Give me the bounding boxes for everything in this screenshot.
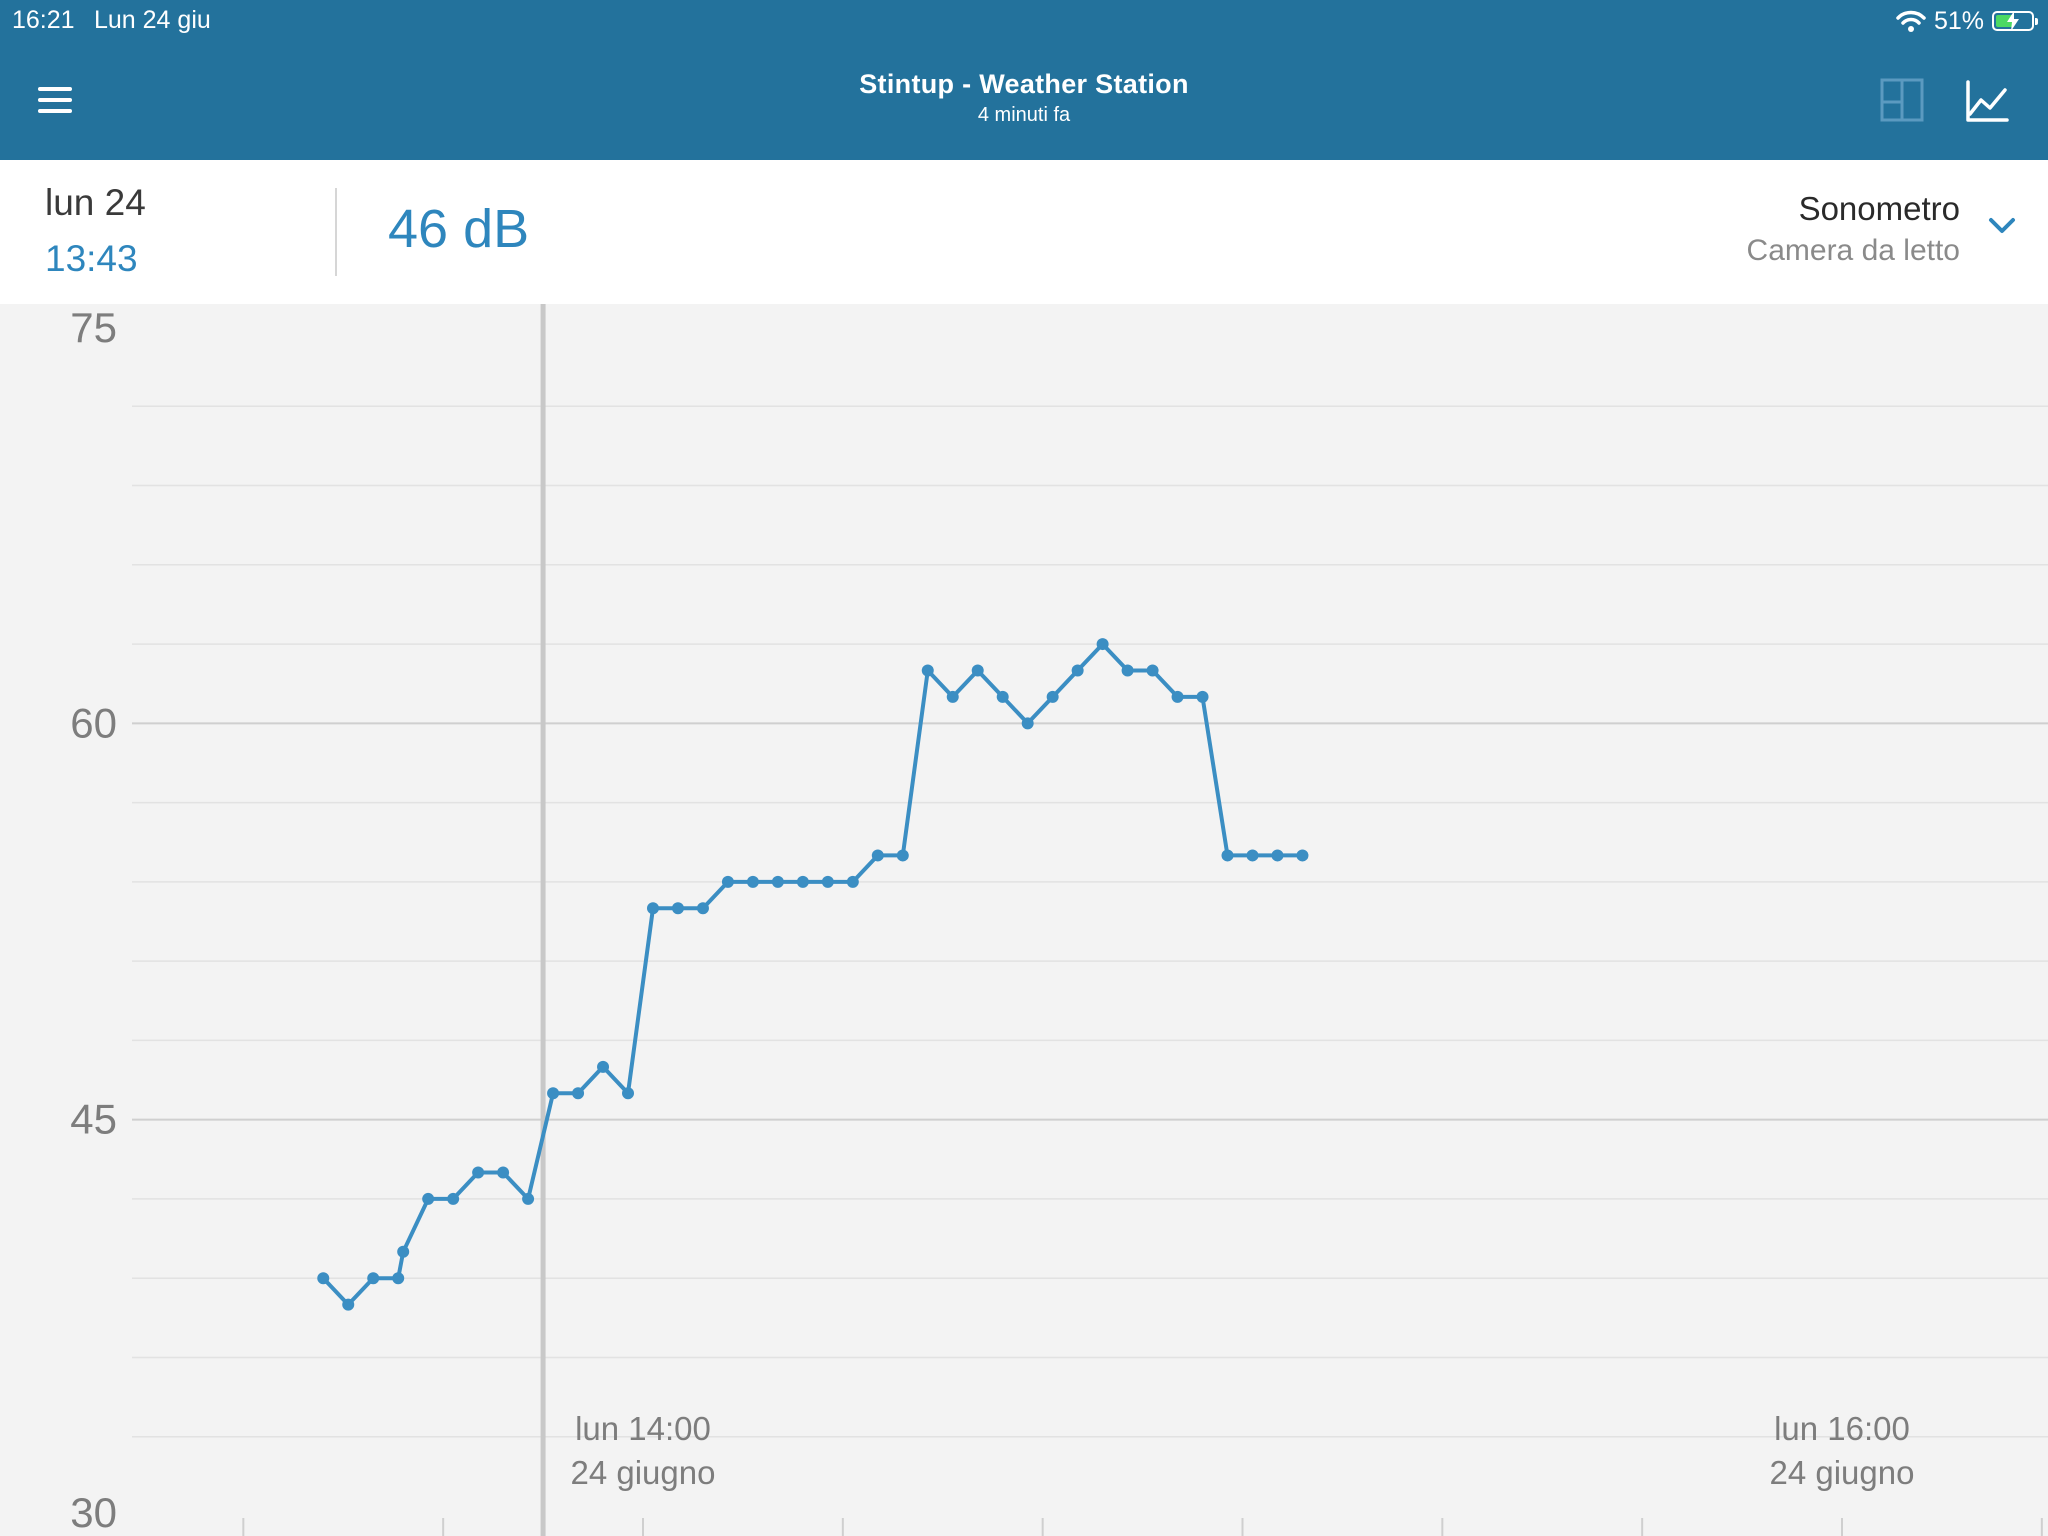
data-point[interactable] [1296, 849, 1309, 862]
sensor-room: Camera da letto [1746, 234, 1960, 267]
reading-time: 13:43 [45, 238, 138, 279]
data-point[interactable] [1196, 690, 1209, 703]
data-point[interactable] [846, 875, 859, 888]
data-point[interactable] [1046, 690, 1059, 703]
chevron-down-icon [1989, 218, 2015, 233]
battery-cap [2035, 18, 2038, 25]
hamburger-menu-icon-line [38, 98, 72, 102]
data-point[interactable] [646, 902, 659, 915]
divider [335, 188, 337, 276]
data-point[interactable] [1221, 849, 1234, 862]
series-line [321, 642, 1305, 1307]
sound-level-chart[interactable]: 30 45 60 75 lun 14:00 24 giugno lun 16:00 24 g… [0, 304, 2048, 1536]
data-point[interactable] [1121, 664, 1134, 677]
data-point[interactable] [342, 1298, 355, 1311]
chart-points [317, 638, 1309, 1311]
data-point[interactable] [1171, 690, 1184, 703]
data-point[interactable] [1021, 717, 1034, 730]
x-tick-label-time: lun 16:00 [1774, 1410, 1910, 1447]
data-point[interactable] [896, 849, 909, 862]
data-point[interactable] [317, 1272, 330, 1285]
page-title: Stintup - Weather Station [859, 69, 1189, 99]
data-point[interactable] [871, 849, 884, 862]
layout-panels-icon[interactable] [1878, 76, 1926, 124]
data-point[interactable] [796, 875, 809, 888]
line-chart-icon[interactable] [1964, 78, 2010, 124]
reading-header: lun 24 13:43 46 dB Sonometro Camera da l… [0, 160, 2048, 304]
data-point[interactable] [622, 1087, 635, 1100]
sensor-selector[interactable]: Sonometro Camera da letto [1634, 190, 2034, 274]
x-axis-ticks [242, 1518, 2043, 1536]
data-point[interactable] [367, 1272, 380, 1285]
chart-gridlines [132, 405, 2048, 1438]
chart-series [321, 642, 1305, 1307]
battery-level [1996, 15, 2013, 27]
data-point[interactable] [721, 875, 734, 888]
data-point[interactable] [1146, 664, 1159, 677]
charging-bolt-icon [2007, 11, 2019, 31]
hamburger-menu-icon-line [38, 109, 72, 113]
data-point[interactable] [422, 1192, 435, 1205]
menu-button[interactable] [38, 85, 78, 115]
data-point[interactable] [746, 875, 759, 888]
battery-icon [1992, 11, 2038, 31]
data-point[interactable] [821, 875, 834, 888]
reading-value: 46 dB [388, 199, 530, 259]
data-point[interactable] [547, 1087, 560, 1100]
status-time: 16:21 [12, 6, 75, 34]
data-point[interactable] [996, 690, 1009, 703]
data-point[interactable] [1071, 664, 1084, 677]
x-tick-label-time: lun 14:00 [575, 1410, 711, 1447]
data-point[interactable] [946, 690, 959, 703]
app-bar: Stintup - Weather Station 4 minuti fa [0, 40, 2048, 160]
data-point[interactable] [397, 1245, 410, 1258]
y-tick-label: 60 [70, 699, 117, 746]
x-axis-labels: lun 14:00 24 giugno lun 16:00 24 giugno [571, 1410, 1915, 1491]
data-point[interactable] [572, 1087, 585, 1100]
data-point[interactable] [597, 1060, 610, 1073]
data-point[interactable] [497, 1166, 510, 1179]
data-point[interactable] [671, 902, 684, 915]
y-tick-label: 45 [70, 1096, 117, 1143]
data-point[interactable] [771, 875, 784, 888]
battery-percent: 51% [1933, 6, 1984, 35]
data-point[interactable] [522, 1192, 535, 1205]
data-point[interactable] [392, 1272, 405, 1285]
y-tick-label: 30 [70, 1489, 117, 1536]
data-point[interactable] [971, 664, 984, 677]
status-date: Lun 24 giu [94, 6, 211, 34]
x-tick-label-date: 24 giugno [571, 1454, 716, 1491]
hamburger-menu-icon [38, 87, 72, 91]
data-point[interactable] [1271, 849, 1284, 862]
data-point[interactable] [1246, 849, 1259, 862]
data-point[interactable] [696, 902, 709, 915]
data-point[interactable] [472, 1166, 485, 1179]
sensor-name: Sonometro [1798, 190, 1960, 227]
status-indicators: 51% [1896, 6, 2038, 36]
y-tick-label: 75 [70, 304, 117, 351]
reading-day: lun 24 [45, 182, 146, 223]
x-tick-label-date: 24 giugno [1770, 1454, 1915, 1491]
wifi-icon [1896, 10, 1926, 32]
last-update: 4 minuti fa [977, 104, 1071, 126]
data-point[interactable] [1096, 638, 1109, 651]
data-point[interactable] [447, 1192, 460, 1205]
status-bar: 16:21 Lun 24 giu 51% [0, 0, 2048, 40]
data-point[interactable] [921, 664, 934, 677]
y-axis-labels: 30 45 60 75 [70, 304, 117, 1536]
